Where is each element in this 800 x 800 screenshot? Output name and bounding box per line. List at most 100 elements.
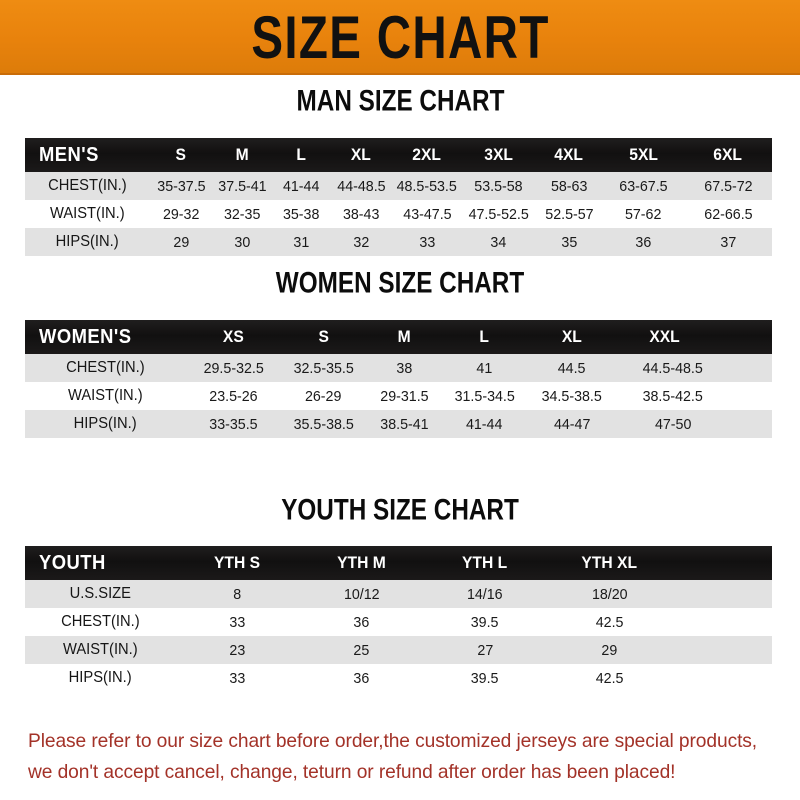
table-row: CHEST(IN.) 29.5-32.5 32.5-35.5 38 41 44.… — [25, 354, 772, 382]
men-col-header-xl: XL — [350, 145, 371, 164]
youth-row-spacer — [672, 636, 772, 664]
women-size-table: WOMEN'S XS S M L XL XXL CHEST(IN.) 29.5-… — [25, 320, 772, 438]
men-col-header-l: L — [296, 145, 306, 164]
women-chest-xxl: 44.5-48.5 — [618, 354, 772, 382]
section-title-youth: YOUTH SIZE CHART — [0, 493, 800, 527]
women-row-label-waist: WAIST(IN.) — [25, 382, 185, 410]
men-col-header-s: S — [175, 145, 187, 164]
table-row: HIPS(IN.) 29 30 31 32 33 34 35 36 37 — [25, 228, 772, 256]
section-title-youth-text: YOUTH SIZE CHART — [281, 493, 519, 527]
women-hips-l: 41-44 — [443, 410, 526, 438]
women-col-header-m: M — [397, 327, 411, 346]
men-chest-5xl: 63-67.5 — [603, 172, 684, 200]
men-hips-l: 31 — [272, 228, 330, 256]
youth-header-label: YOUTH — [39, 551, 106, 574]
table-row: CHEST(IN.) 33 36 39.5 42.5 — [25, 608, 772, 636]
women-col-header-xs: XS — [223, 327, 244, 346]
women-chest-xs: 29.5-32.5 — [185, 354, 282, 382]
men-col-header-4xl: 4XL — [554, 145, 584, 164]
table-row: U.S.SIZE 8 10/12 14/16 18/20 — [25, 580, 772, 608]
youth-hips-xl: 42.5 — [547, 664, 672, 692]
men-waist-3xl: 47.5-52.5 — [462, 200, 535, 228]
men-waist-m: 32-35 — [212, 200, 272, 228]
youth-header-spacer — [672, 546, 772, 580]
women-hips-xl: 44-47 — [526, 410, 618, 438]
men-col-header-2xl: 2XL — [412, 145, 442, 164]
youth-row-spacer — [672, 580, 772, 608]
men-header-label: MEN'S — [39, 143, 99, 166]
men-col-header-5xl: 5XL — [629, 145, 658, 164]
youth-row-spacer — [672, 608, 772, 636]
section-title-women-text: WOMEN SIZE CHART — [275, 266, 525, 300]
men-waist-6xl: 62-66.5 — [684, 200, 772, 228]
women-col-header-xxl: XXL — [649, 327, 681, 346]
youth-chest-xl: 42.5 — [547, 608, 672, 636]
youth-waist-m: 25 — [300, 636, 423, 664]
table-row: CHEST(IN.) 35-37.5 37.5-41 41-44 44-48.5… — [25, 172, 772, 200]
youth-ussize-s: 8 — [175, 580, 300, 608]
section-title-man: MAN SIZE CHART — [0, 84, 800, 118]
women-waist-xs: 23.5-26 — [185, 382, 282, 410]
women-chest-xl: 44.5 — [526, 354, 618, 382]
men-waist-l: 35-38 — [272, 200, 330, 228]
men-waist-5xl: 57-62 — [603, 200, 684, 228]
men-waist-xl: 38-43 — [330, 200, 392, 228]
women-waist-m: 29-31.5 — [365, 382, 443, 410]
men-chest-l: 41-44 — [272, 172, 330, 200]
men-hips-s: 29 — [150, 228, 212, 256]
men-size-table: MEN'S S M L XL 2XL 3XL 4XL 5XL 6XL CHEST… — [25, 138, 772, 256]
youth-hips-s: 33 — [175, 664, 300, 692]
women-chest-l: 41 — [443, 354, 526, 382]
men-row-label-hips: HIPS(IN.) — [25, 228, 150, 256]
men-chest-s: 35-37.5 — [150, 172, 212, 200]
women-header-label: WOMEN'S — [39, 325, 132, 348]
men-table-header-row: MEN'S S M L XL 2XL 3XL 4XL 5XL 6XL — [25, 138, 772, 172]
youth-row-label-ussize: U.S.SIZE — [25, 580, 175, 608]
youth-chest-m: 36 — [300, 608, 423, 636]
women-waist-l: 31.5-34.5 — [443, 382, 526, 410]
men-chest-6xl: 67.5-72 — [684, 172, 772, 200]
women-hips-m: 38.5-41 — [365, 410, 443, 438]
men-row-label-chest: CHEST(IN.) — [25, 172, 150, 200]
women-hips-xxl: 47-50 — [618, 410, 772, 438]
men-hips-m: 30 — [212, 228, 272, 256]
youth-size-table: YOUTH YTH S YTH M YTH L YTH XL U.S.SIZE … — [25, 546, 772, 692]
women-row-label-hips: HIPS(IN.) — [25, 410, 185, 438]
men-chest-4xl: 58-63 — [535, 172, 603, 200]
youth-row-label-waist: WAIST(IN.) — [25, 636, 175, 664]
women-table-header-row: WOMEN'S XS S M L XL XXL — [25, 320, 772, 354]
men-col-header-3xl: 3XL — [484, 145, 513, 164]
table-row: HIPS(IN.) 33 36 39.5 42.5 — [25, 664, 772, 692]
youth-hips-l: 39.5 — [423, 664, 547, 692]
men-hips-xl: 32 — [330, 228, 392, 256]
youth-row-label-chest: CHEST(IN.) — [25, 608, 175, 636]
men-hips-5xl: 36 — [603, 228, 684, 256]
men-waist-s: 29-32 — [150, 200, 212, 228]
women-waist-xxl: 38.5-42.5 — [618, 382, 772, 410]
youth-hips-m: 36 — [300, 664, 423, 692]
women-hips-xs: 33-35.5 — [185, 410, 282, 438]
youth-col-header-l: YTH L — [462, 553, 508, 572]
women-col-header-l: L — [479, 327, 490, 346]
youth-waist-s: 23 — [175, 636, 300, 664]
men-chest-m: 37.5-41 — [212, 172, 272, 200]
table-row: HIPS(IN.) 33-35.5 35.5-38.5 38.5-41 41-4… — [25, 410, 772, 438]
page-title: SIZE CHART — [250, 3, 550, 72]
women-row-label-chest: CHEST(IN.) — [25, 354, 185, 382]
section-title-women: WOMEN SIZE CHART — [0, 266, 800, 300]
table-row: WAIST(IN.) 29-32 32-35 35-38 38-43 43-47… — [25, 200, 772, 228]
men-col-header-m: M — [235, 145, 249, 164]
youth-waist-l: 27 — [423, 636, 547, 664]
table-row: WAIST(IN.) 23.5-26 26-29 29-31.5 31.5-34… — [25, 382, 772, 410]
men-row-label-waist: WAIST(IN.) — [25, 200, 150, 228]
men-chest-xl: 44-48.5 — [330, 172, 392, 200]
section-title-man-text: MAN SIZE CHART — [296, 84, 504, 118]
page-banner: SIZE CHART — [0, 0, 800, 75]
women-col-header-s: S — [318, 327, 329, 346]
youth-row-spacer — [672, 664, 772, 692]
youth-ussize-xl: 18/20 — [547, 580, 672, 608]
women-chest-m: 38 — [365, 354, 443, 382]
men-chest-3xl: 53.5-58 — [462, 172, 535, 200]
men-col-header-6xl: 6XL — [713, 145, 743, 164]
